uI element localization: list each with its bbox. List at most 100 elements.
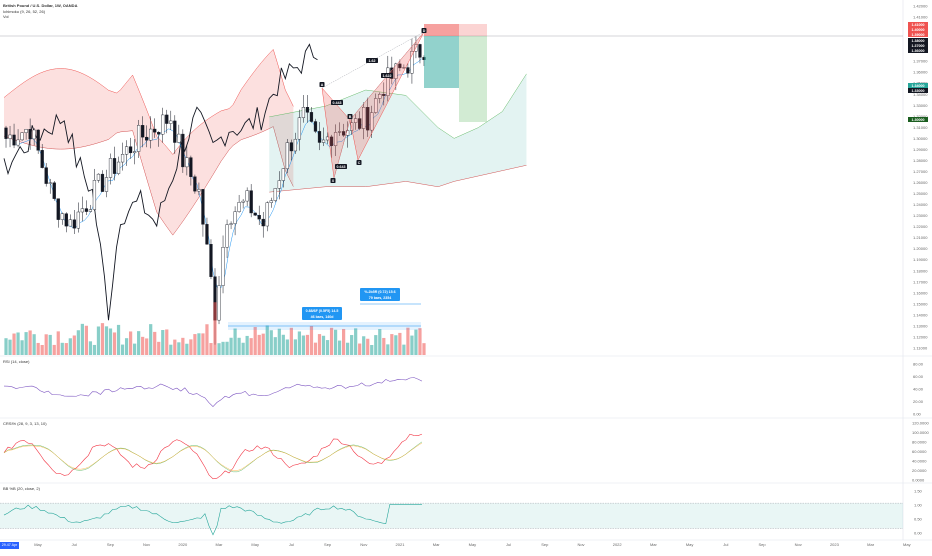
- price-axis-label: 1.27000: [913, 169, 928, 174]
- lagging-span-line: [3, 43, 318, 321]
- ichimoku-legend[interactable]: Ichimoku (9, 26, 52, 26): [3, 8, 46, 14]
- volume-bar: [394, 335, 398, 355]
- volume-bar: [221, 341, 225, 355]
- price-axis-label: 1.23000: [913, 213, 928, 218]
- price-axis-label: 1.24000: [913, 202, 928, 207]
- volume-bar: [285, 339, 289, 355]
- volume-bar: [52, 344, 56, 355]
- volume-bar: [128, 331, 133, 355]
- symbol-title[interactable]: British Pound / U.S. Dollar, 1W, OANDA: [3, 3, 78, 8]
- volume-bar: [229, 337, 233, 355]
- time-axis-label: Sep: [324, 542, 332, 547]
- measure-box-right-title: %.2b5R (0.72) 15.6: [364, 290, 395, 294]
- time-axis-label: Jul: [72, 542, 77, 547]
- ichimoku-cloud-bearish-edge: [3, 126, 294, 236]
- price-tag-box: [908, 48, 928, 53]
- rsi-axis-label: 20.00: [913, 399, 924, 404]
- volume-bar: [213, 302, 217, 355]
- volume-bar: [36, 342, 40, 355]
- bb-band-fill: [0, 503, 903, 529]
- stoch-axis-label: 40.0000: [912, 459, 927, 464]
- volume-bar: [209, 343, 213, 355]
- volume-bar: [366, 338, 370, 355]
- candle-body: [297, 117, 302, 140]
- candle-body: [261, 218, 265, 227]
- price-axis-label: 1.13000: [913, 323, 928, 328]
- candle-body: [20, 132, 24, 141]
- candle-body: [205, 224, 209, 245]
- volume-bar: [60, 342, 64, 355]
- volume-legend[interactable]: Vol: [3, 14, 9, 19]
- price-axis-label: 1.19000: [913, 257, 928, 262]
- volume-bar: [261, 333, 265, 355]
- candle-body: [16, 139, 20, 146]
- volume-bar: [197, 333, 201, 355]
- volume-bar: [153, 331, 157, 355]
- price-axis-label: 1.14000: [913, 312, 928, 317]
- candle-body: [358, 118, 362, 129]
- volume-bar: [112, 332, 117, 355]
- volume-bar: [321, 335, 326, 355]
- candle-body: [317, 131, 322, 143]
- volume-bar: [108, 328, 113, 355]
- pattern-point-a: A: [321, 83, 324, 87]
- stoch-pane-label[interactable]: CRSI% (28, 9, 3, 13, 10): [3, 421, 47, 426]
- candle-body: [289, 142, 293, 152]
- volume-bar: [149, 324, 153, 355]
- volume-bar: [116, 324, 121, 355]
- candle-body: [269, 200, 273, 203]
- time-axis-label: May: [903, 542, 911, 547]
- volume-bar: [253, 327, 257, 355]
- price-axis-label: 1.37000: [913, 59, 928, 64]
- candle-body: [201, 189, 205, 225]
- rsi-axis-label: 80.00: [913, 362, 924, 367]
- volume-bar: [201, 333, 205, 355]
- price-tag: 1.36000: [912, 49, 925, 53]
- price-axis-label: 1.11000: [913, 346, 928, 351]
- candle-body: [305, 107, 310, 113]
- pattern-point-a-marker: [319, 82, 325, 87]
- volume-bar: [237, 337, 241, 355]
- volume-bar: [104, 326, 109, 355]
- candle-body: [128, 146, 133, 154]
- price-axis-label: 1.15000: [913, 301, 928, 306]
- bb-pane-label[interactable]: BB %B (20, close, 2): [3, 486, 40, 491]
- rsi-axis-label: 60.00: [913, 374, 924, 379]
- volume-bar: [245, 335, 249, 355]
- stoch-signal-line: [3, 442, 423, 471]
- stoch-axis-label: 60.0000: [912, 449, 927, 454]
- volume-bar: [390, 334, 394, 355]
- volume-bar: [193, 334, 197, 355]
- candle-body: [116, 161, 121, 174]
- candle-body: [104, 177, 109, 192]
- measure-box-left-title: 0.88/6F (0.5F5) 14.5: [306, 309, 339, 313]
- volume-bar: [96, 326, 101, 355]
- bb-axis-label: 1.00: [914, 503, 923, 508]
- volume-bar: [297, 331, 302, 355]
- candle-body: [410, 51, 414, 74]
- candle-body: [293, 138, 297, 152]
- price-tag-box: [908, 83, 928, 88]
- price-axis-label: 1.18000: [913, 268, 928, 273]
- price-tag: 1.40000: [912, 28, 925, 32]
- price-axis-label: 1.36000: [913, 70, 928, 75]
- bb-axis-label: 0.00: [914, 531, 923, 536]
- volume-bar: [76, 330, 80, 355]
- candle-body: [253, 212, 257, 216]
- ratio-label-box: [381, 73, 393, 78]
- candle-body: [88, 209, 93, 212]
- time-axis-label: Mar: [867, 542, 875, 547]
- candle-body: [249, 190, 253, 214]
- timeframe-badge[interactable]: 29.47 Apr 7M: [0, 542, 19, 554]
- volume-bar: [141, 336, 145, 355]
- candle-body: [366, 107, 370, 131]
- volume-bar: [48, 334, 52, 355]
- candle-body: [374, 98, 378, 113]
- bb-axis-label: 1.50: [914, 489, 923, 494]
- volume-bar: [88, 341, 93, 355]
- rsi-pane-label[interactable]: RSI (14, close): [3, 359, 30, 364]
- price-tag-box: [908, 32, 928, 37]
- time-axis-label: 2022: [613, 542, 623, 547]
- volume-bar: [241, 342, 245, 355]
